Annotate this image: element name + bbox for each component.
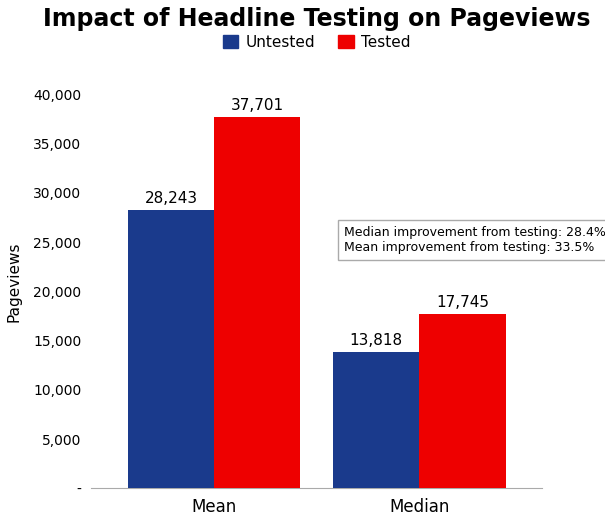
Bar [128,210,214,488]
Legend: Untested, Tested: Untested, Tested [217,28,417,55]
Title: Impact of Headline Testing on Pageviews: Impact of Headline Testing on Pageviews [43,7,590,31]
Bar [214,117,300,488]
Bar [333,352,419,488]
Text: 17,745: 17,745 [436,294,489,310]
Y-axis label: Pageviews: Pageviews [7,241,22,322]
Text: 37,701: 37,701 [231,98,284,113]
Text: 13,818: 13,818 [350,333,403,348]
Text: Median improvement from testing: 28.4%
Mean improvement from testing: 33.5%: Median improvement from testing: 28.4% M… [344,226,605,254]
Bar [419,313,506,488]
Text: 28,243: 28,243 [145,191,198,206]
